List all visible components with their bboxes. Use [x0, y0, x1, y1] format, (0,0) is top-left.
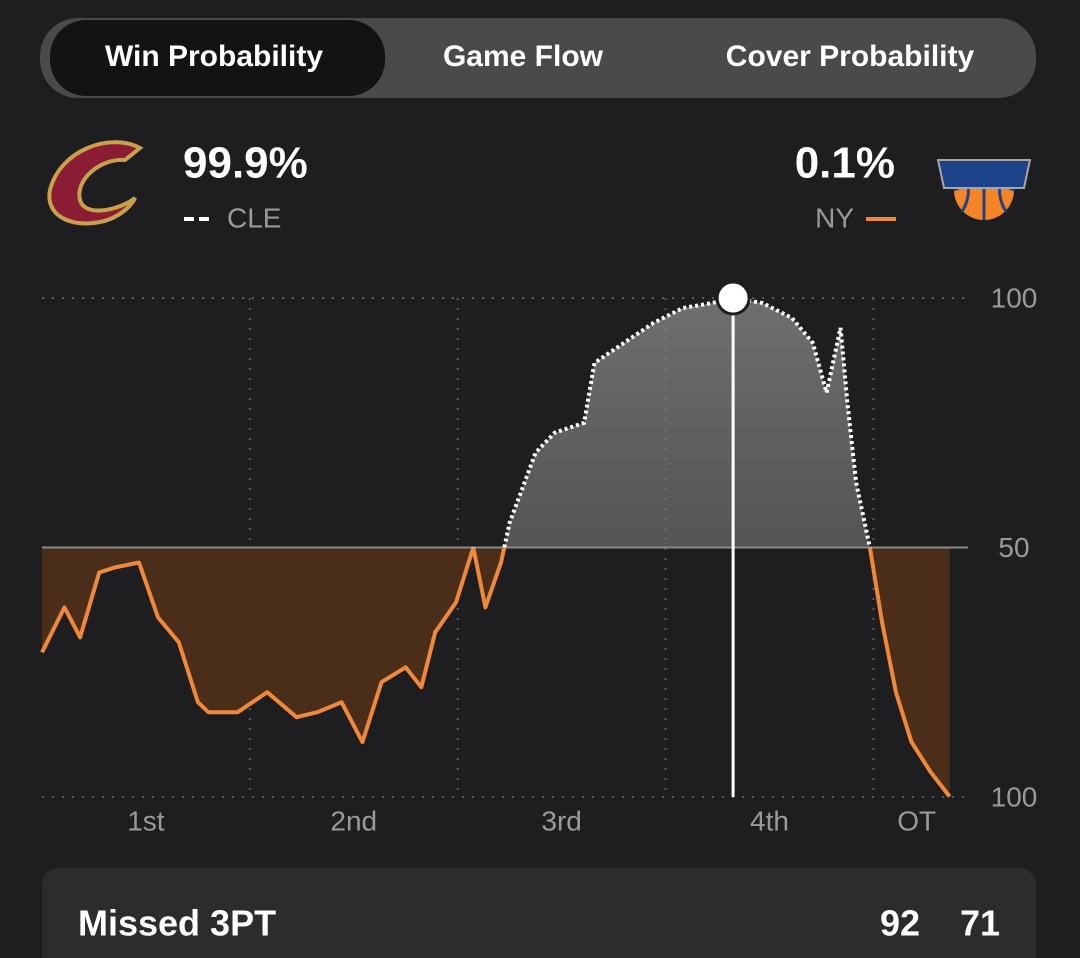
x-tick-label: OT — [897, 805, 936, 836]
team-name: CLE — [227, 202, 281, 233]
cle-logo — [47, 140, 144, 226]
tab[interactable]: Cover Probability — [726, 40, 975, 73]
x-tick-label: 1st — [127, 805, 165, 836]
team-pct: 0.1% — [795, 139, 895, 188]
y-tick-label: 50 — [998, 532, 1029, 563]
x-tick-label: 3rd — [541, 805, 581, 836]
x-tick-label: 4th — [750, 805, 789, 836]
event-card — [42, 868, 1036, 958]
area-ny — [42, 547, 950, 797]
team-pct: 99.9% — [183, 139, 308, 188]
score: 92 — [880, 903, 920, 944]
tab[interactable]: Game Flow — [443, 40, 604, 73]
score: 71 — [960, 903, 1000, 944]
line-cle — [471, 295, 872, 548]
line-ny — [40, 547, 952, 798]
event-label: Missed 3PT — [78, 903, 276, 944]
y-tick-label: 100 — [991, 282, 1038, 313]
chart: 100 50 100 1st 2nd 3rd 4th OT — [40, 280, 1038, 836]
x-tick-label: 2nd — [330, 805, 377, 836]
ny-logo — [936, 159, 1032, 220]
tab[interactable]: Win Probability — [105, 40, 323, 73]
area-cle — [42, 298, 950, 548]
marker-dot — [715, 280, 751, 316]
team-name: NY — [815, 202, 854, 233]
y-tick-label: 100 — [991, 781, 1038, 812]
active-tab[interactable] — [50, 20, 385, 96]
